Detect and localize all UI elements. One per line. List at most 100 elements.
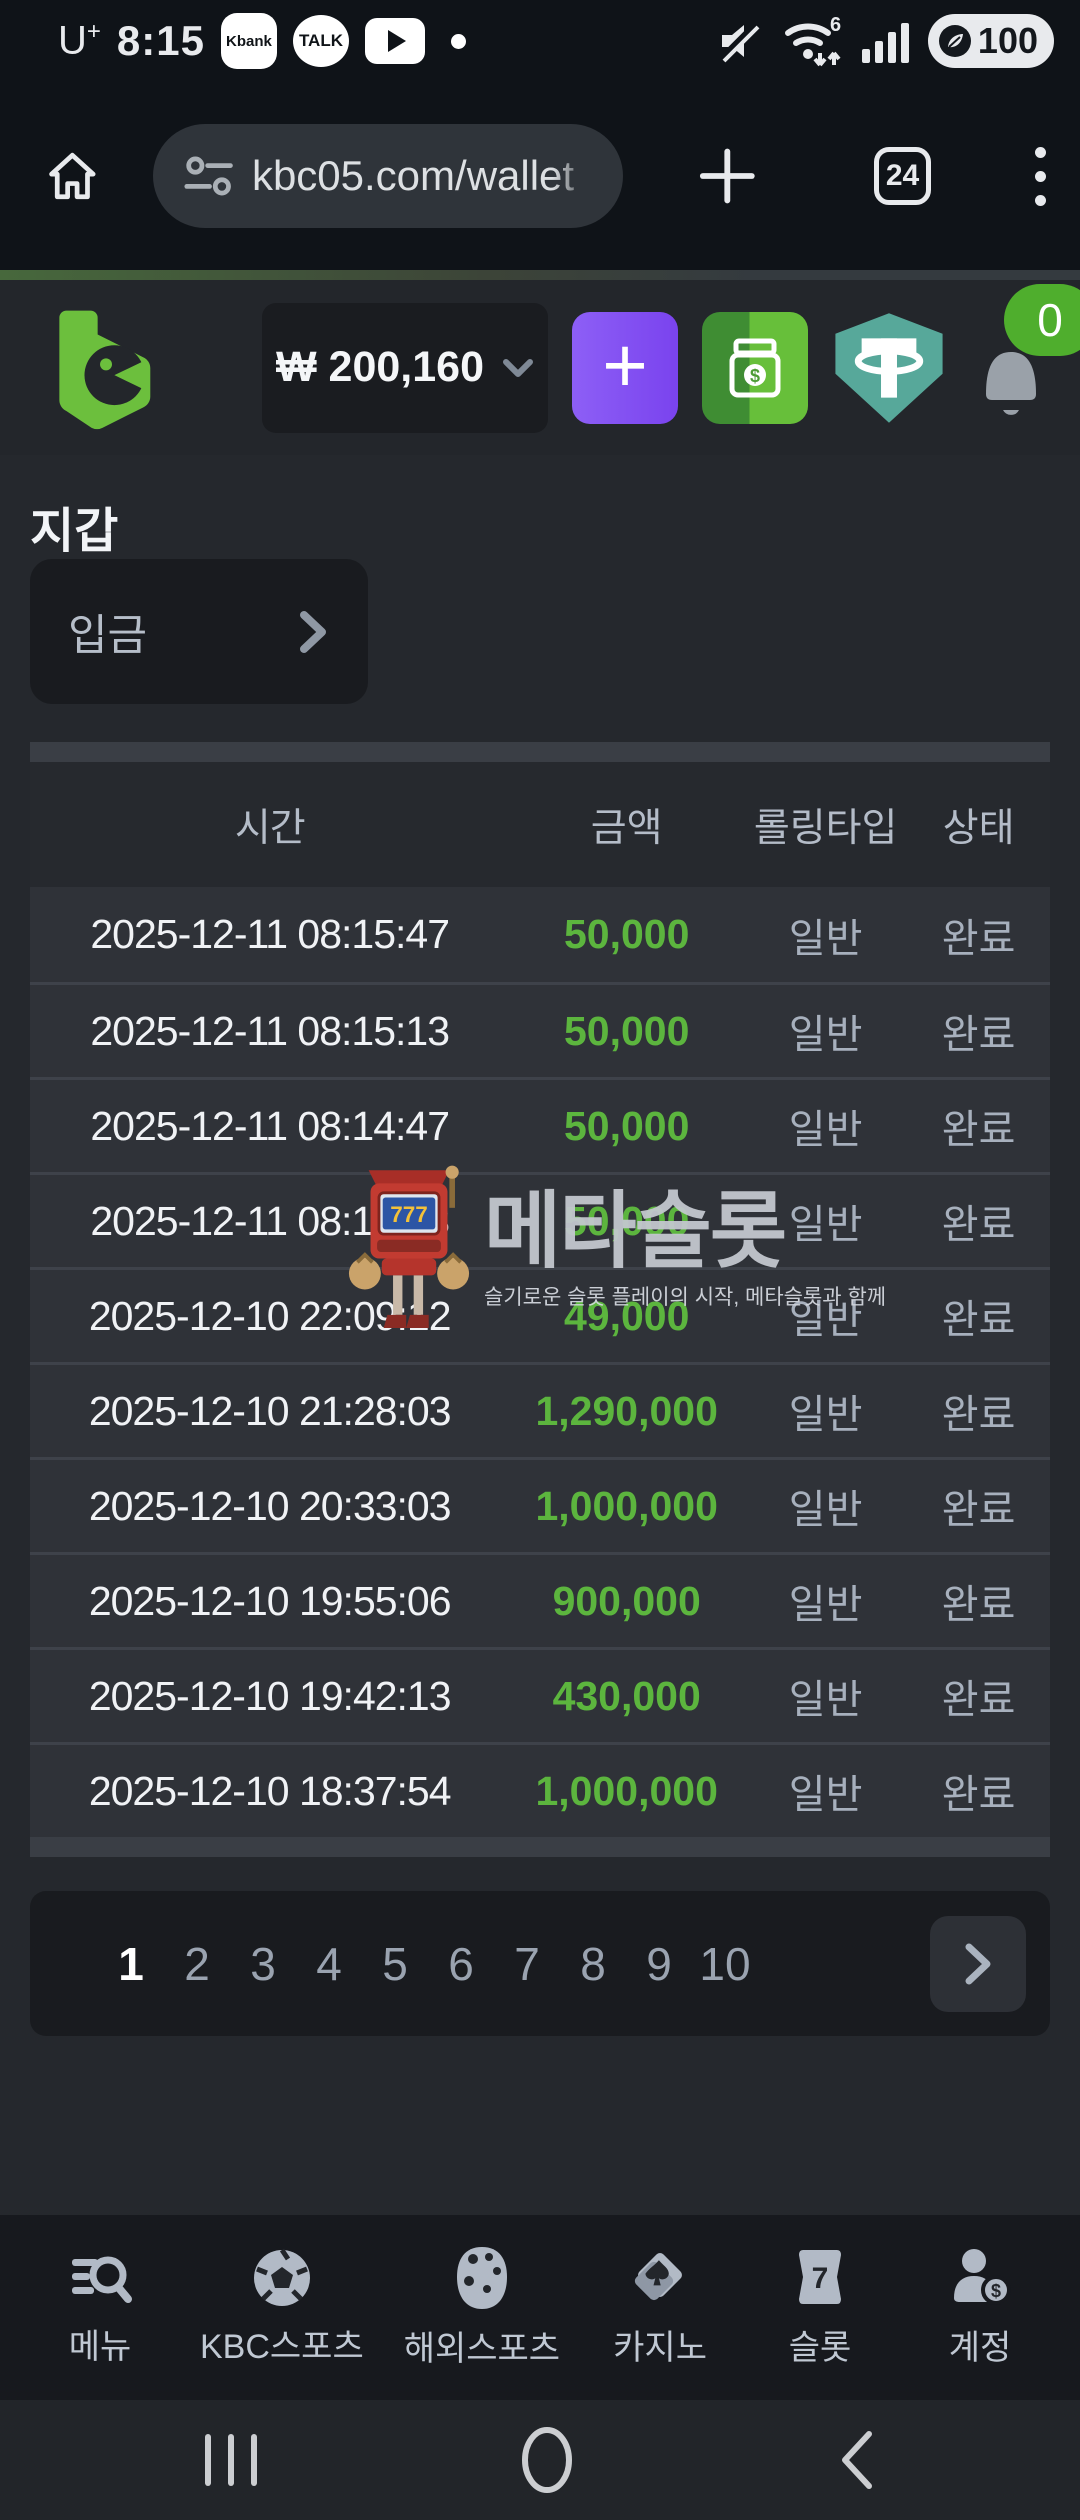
site-settings-tune-icon[interactable] xyxy=(183,154,234,198)
account-coin-icon: $ xyxy=(954,2249,1011,2305)
row-amount: 1,000,000 xyxy=(535,1482,718,1529)
page-number-4[interactable]: 4 xyxy=(316,1937,342,1990)
row-time: 2025-12-10 21:28:03 xyxy=(88,1387,452,1434)
chevron-right-icon xyxy=(965,1943,991,1984)
row-amount: 49,000 xyxy=(563,1292,690,1339)
row-rolling-type: 일반 xyxy=(788,1298,863,1342)
status-bar: U+ 8:15 Kbank TALK 6 xyxy=(0,0,1080,82)
nav-item-menu[interactable]: 메뉴 xyxy=(40,2247,160,2368)
row-time: 2025-12-10 19:42:13 xyxy=(88,1672,452,1719)
tether-icon[interactable] xyxy=(832,309,946,427)
table-row: 2025-12-10 19:42:13 430,000 일반 완료 xyxy=(30,1647,1050,1742)
row-rolling-type: 일반 xyxy=(788,1013,863,1057)
table-row: 2025-12-10 19:55:06 900,000 일반 완료 xyxy=(30,1552,1050,1647)
table-row: 2025-12-10 18:37:54 1,000,000 일반 완료 xyxy=(30,1742,1050,1837)
svg-text:6: 6 xyxy=(830,14,841,36)
kakaotalk-notification-icon: TALK xyxy=(292,15,349,67)
row-status: 완료 xyxy=(941,916,1016,961)
menu-search-icon xyxy=(72,2256,132,2303)
page-number-7[interactable]: 7 xyxy=(514,1937,540,1990)
recent-apps-button[interactable] xyxy=(205,2434,257,2486)
tab-switcher-button[interactable]: 24 xyxy=(874,147,931,205)
battery-indicator: 100 xyxy=(927,14,1054,68)
home-button[interactable] xyxy=(515,2424,579,2496)
row-time: 2025-12-10 19:55:06 xyxy=(88,1577,452,1624)
row-time: 2025-12-11 08:14:47 xyxy=(90,1102,450,1149)
next-page-button[interactable] xyxy=(930,1915,1026,2012)
table-header-row: 시간 금액 롤링타입 상태 xyxy=(30,762,1050,887)
row-time: 2025-12-11 08:15:13 xyxy=(90,1007,450,1054)
svg-text:7: 7 xyxy=(812,2262,829,2295)
row-rolling-type: 일반 xyxy=(788,1773,863,1817)
row-status: 완료 xyxy=(941,1678,1016,1722)
nav-item-kbc-sports[interactable]: KBC스포츠 xyxy=(200,2247,364,2368)
row-rolling-type: 일반 xyxy=(788,916,863,961)
home-icon[interactable] xyxy=(44,147,101,205)
page-number-5[interactable]: 5 xyxy=(382,1937,408,1990)
signal-strength-icon xyxy=(861,23,909,63)
row-rolling-type: 일반 xyxy=(788,1488,863,1532)
page-number-10[interactable]: 10 xyxy=(699,1937,751,1990)
row-amount: 50,000 xyxy=(563,1197,690,1244)
table-row: 2025-12-11 08:14:47 50,000 일반 완료 xyxy=(30,1077,1050,1172)
table-body: 2025-12-11 08:15:47 50,000 일반 완료 2025-12-11 … xyxy=(30,887,1050,1837)
row-amount: 1,000,000 xyxy=(535,1767,718,1814)
row-time: 2025-12-11 08:15:47 xyxy=(90,911,450,957)
kbank-notification-icon: Kbank xyxy=(220,13,277,69)
page-number-9[interactable]: 9 xyxy=(646,1937,672,1990)
casino-spade-icon xyxy=(634,2253,683,2301)
nav-item-account[interactable]: $ 계정 xyxy=(920,2246,1040,2369)
browser-menu-icon[interactable] xyxy=(1035,146,1046,206)
plus-icon: + xyxy=(602,320,648,409)
kbc-logo-icon[interactable] xyxy=(52,301,172,435)
add-funds-button[interactable]: + xyxy=(572,311,678,424)
row-rolling-type: 일반 xyxy=(788,1393,863,1437)
wifi6-icon: 6 xyxy=(784,14,841,67)
row-status: 완료 xyxy=(941,1108,1016,1152)
row-status: 완료 xyxy=(941,1393,1016,1437)
nav-item-overseas-sports[interactable]: 해외스포츠 xyxy=(404,2245,560,2370)
row-amount: 50,000 xyxy=(563,911,690,957)
cash-deposit-button[interactable]: $ xyxy=(702,311,808,424)
back-button[interactable] xyxy=(837,2428,875,2492)
address-bar[interactable]: kbc05.com/wallet xyxy=(152,124,624,228)
row-time: 2025-12-10 20:33:03 xyxy=(88,1482,452,1529)
chevron-right-icon xyxy=(300,610,326,653)
soccer-ball-icon xyxy=(253,2248,310,2306)
table-bottom-strip xyxy=(30,1837,1050,1857)
carrier-label: U+ xyxy=(58,18,101,63)
page-number-3[interactable]: 3 xyxy=(250,1937,276,1990)
browser-toolbar: kbc05.com/wallet 24 xyxy=(0,82,1080,270)
page-number-2[interactable]: 2 xyxy=(184,1937,210,1990)
row-status: 완료 xyxy=(941,1013,1016,1057)
chevron-down-icon xyxy=(502,358,533,377)
nav-item-slots[interactable]: 7 슬롯 xyxy=(760,2246,880,2369)
header-rolling-type: 롤링타입 xyxy=(753,806,898,850)
slot-seven-icon: 7 xyxy=(799,2250,842,2304)
row-status: 완료 xyxy=(941,1488,1016,1532)
page-title: 지갑 xyxy=(30,505,119,558)
page-number-1[interactable]: 1 xyxy=(118,1937,144,1990)
notifications-button[interactable]: 0 xyxy=(970,283,1080,424)
row-amount: 1,290,000 xyxy=(535,1387,718,1434)
row-time: 2025-12-10 18:37:54 xyxy=(88,1767,452,1814)
row-status: 완료 xyxy=(941,1773,1016,1817)
header-time: 시간 xyxy=(234,806,306,850)
money-machine-icon: $ xyxy=(729,338,781,397)
row-amount: 900,000 xyxy=(552,1577,701,1624)
more-notifications-dot-icon xyxy=(450,33,466,49)
pagination: 1 2 3 4 5 6 7 8 9 10 xyxy=(30,1891,1050,2036)
header-divider xyxy=(0,270,1080,280)
page-number-6[interactable]: 6 xyxy=(448,1937,474,1990)
new-tab-icon[interactable] xyxy=(697,145,758,207)
balance-dropdown[interactable]: ₩ 200,160 xyxy=(262,302,548,433)
row-rolling-type: 일반 xyxy=(788,1583,863,1627)
row-time: 2025-12-11 08:14:28 xyxy=(90,1197,450,1244)
url-text[interactable]: kbc05.com/wallet xyxy=(251,152,575,199)
deposit-button[interactable]: 입금 xyxy=(30,559,368,704)
notification-count-badge: 0 xyxy=(1004,283,1080,356)
bell-icon xyxy=(986,351,1036,415)
page-number-8[interactable]: 8 xyxy=(580,1937,606,1990)
nav-item-casino[interactable]: 카지노 xyxy=(600,2246,720,2369)
table-row: 2025-12-11 08:15:13 50,000 일반 완료 xyxy=(30,982,1050,1077)
